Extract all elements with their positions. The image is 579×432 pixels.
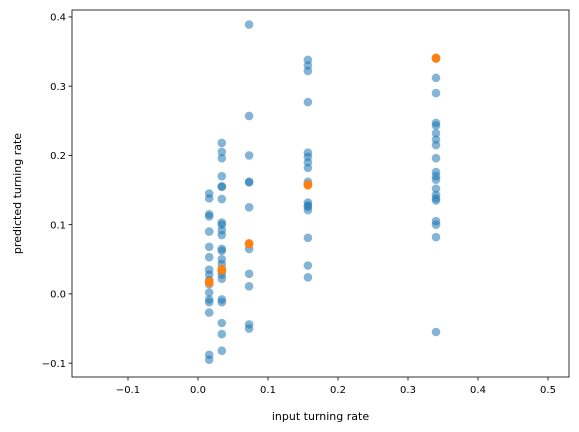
y-tick-label: 0.0	[50, 290, 66, 301]
scatter-point	[244, 203, 254, 212]
scatter-point	[244, 239, 254, 248]
scatter-point	[244, 111, 254, 121]
scatter-point	[217, 329, 227, 339]
scatter-point	[431, 184, 441, 193]
scatter-point	[217, 346, 227, 355]
y-axis-ticks: −0.1 0.0 0.1 0.2 0.3 0.4	[42, 13, 72, 370]
y-tick-label: 0.3	[50, 82, 66, 93]
y-tick-label: 0.2	[50, 151, 66, 162]
x-tick-label: 0.5	[540, 385, 556, 396]
scatter-point	[244, 269, 254, 279]
x-tick-label: 0.4	[470, 385, 486, 396]
scatter-point	[244, 20, 254, 29]
scatter-point	[204, 194, 214, 203]
scatter-point	[431, 140, 441, 150]
scatter-point	[303, 272, 313, 282]
scatter-point	[431, 327, 441, 337]
scatter-point	[431, 88, 441, 98]
scatter-point	[204, 252, 214, 262]
scatter-point	[303, 163, 313, 173]
scatter-point	[431, 128, 441, 138]
scatter-point	[217, 147, 227, 157]
scatter-point	[431, 121, 441, 130]
scatter-point	[303, 233, 313, 243]
x-tick-label: 0.1	[260, 385, 276, 396]
chart-marks	[204, 20, 441, 364]
plot-frame	[71, 9, 570, 378]
x-tick-label: 0.2	[330, 385, 346, 396]
scatter-point	[303, 180, 313, 189]
scatter-point	[204, 212, 214, 221]
scatter-point	[431, 196, 441, 205]
scatter-point	[204, 242, 214, 252]
scatter-point	[303, 97, 313, 107]
scatter-point	[244, 151, 254, 160]
x-tick-label: −0.1	[116, 385, 140, 396]
scatter-point	[217, 194, 227, 204]
y-tick-label: −0.1	[42, 359, 66, 370]
scatter-point	[244, 281, 254, 291]
scatter-point	[217, 138, 227, 148]
scatter-point	[217, 230, 227, 240]
scatter-point	[217, 246, 227, 256]
scatter-point	[204, 277, 214, 286]
x-axis-label: input turning rate	[272, 410, 369, 423]
y-tick-label: 0.1	[50, 220, 66, 231]
scatter-point	[303, 205, 313, 215]
x-axis-ticks: −0.1 0.0 0.1 0.2 0.3 0.4 0.5	[116, 377, 556, 396]
scatter-point	[217, 297, 227, 307]
scatter-point	[204, 297, 214, 307]
scatter-point	[217, 264, 227, 274]
scatter-point	[431, 53, 441, 63]
scatter-point	[204, 308, 214, 317]
x-tick-label: 0.3	[400, 385, 416, 396]
scatter-point	[217, 274, 227, 283]
scatter-point	[204, 288, 214, 297]
scatter-point	[204, 227, 214, 236]
scatter-point	[204, 355, 214, 364]
scatter-point	[244, 324, 254, 333]
scatter-point	[431, 153, 441, 163]
scatter-point	[431, 175, 441, 184]
scatter-point	[217, 318, 227, 328]
scatter-point	[244, 178, 254, 187]
scatter-point	[431, 220, 441, 229]
scatter-point	[303, 66, 313, 76]
x-tick-label: 0.0	[190, 385, 206, 396]
y-tick-label: 0.4	[50, 13, 66, 24]
scatter-point	[431, 232, 441, 242]
scatter-point	[217, 182, 227, 191]
scatter-point	[217, 171, 227, 181]
y-axis-label: predicted turning rate	[11, 133, 24, 254]
scatter-point	[431, 73, 441, 83]
scatter-point	[217, 153, 227, 163]
scatter-point	[303, 261, 313, 270]
